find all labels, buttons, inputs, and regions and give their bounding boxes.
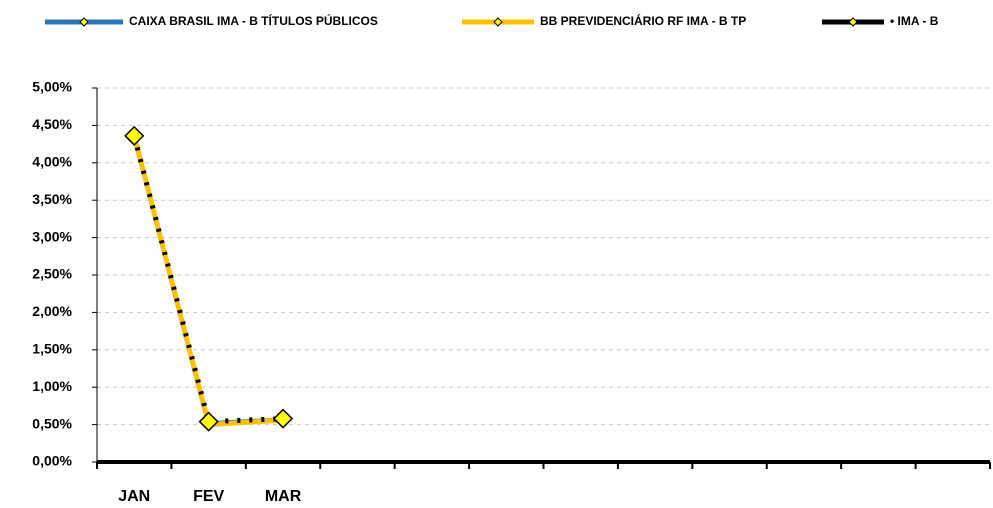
y-tick-label: 0,00%	[32, 453, 72, 469]
x-tick-label: JAN	[118, 488, 150, 505]
series-line	[131, 135, 284, 425]
marker	[124, 125, 145, 146]
y-tick-label: 2,50%	[32, 266, 72, 282]
legend-label: • IMA - B	[890, 14, 939, 28]
legend-marker	[848, 17, 858, 27]
legend-label: BB PREVIDENCIÁRIO RF IMA - B TP	[540, 13, 746, 28]
y-tick-label: 0,50%	[32, 415, 72, 431]
series-line	[131, 135, 284, 428]
y-tick-label: 1,00%	[32, 378, 72, 394]
y-tick-label: 3,50%	[32, 191, 72, 207]
marker	[272, 408, 294, 429]
series-line	[132, 136, 284, 426]
x-tick-label: FEV	[193, 488, 224, 505]
y-tick-label: 4,00%	[32, 154, 72, 170]
y-tick-label: 5,00%	[32, 79, 72, 95]
y-tick-label: 3,00%	[32, 228, 72, 244]
y-tick-label: 4,50%	[32, 116, 72, 132]
legend-marker	[493, 17, 503, 27]
y-tick-label: 2,00%	[32, 303, 72, 319]
y-tick-label: 1,50%	[32, 341, 72, 357]
legend-label: CAIXA BRASIL IMA - B TÍTULOS PÚBLICOS	[129, 13, 378, 28]
x-tick-label: MAR	[265, 488, 302, 505]
legend-marker	[79, 17, 89, 27]
marker	[198, 411, 219, 432]
